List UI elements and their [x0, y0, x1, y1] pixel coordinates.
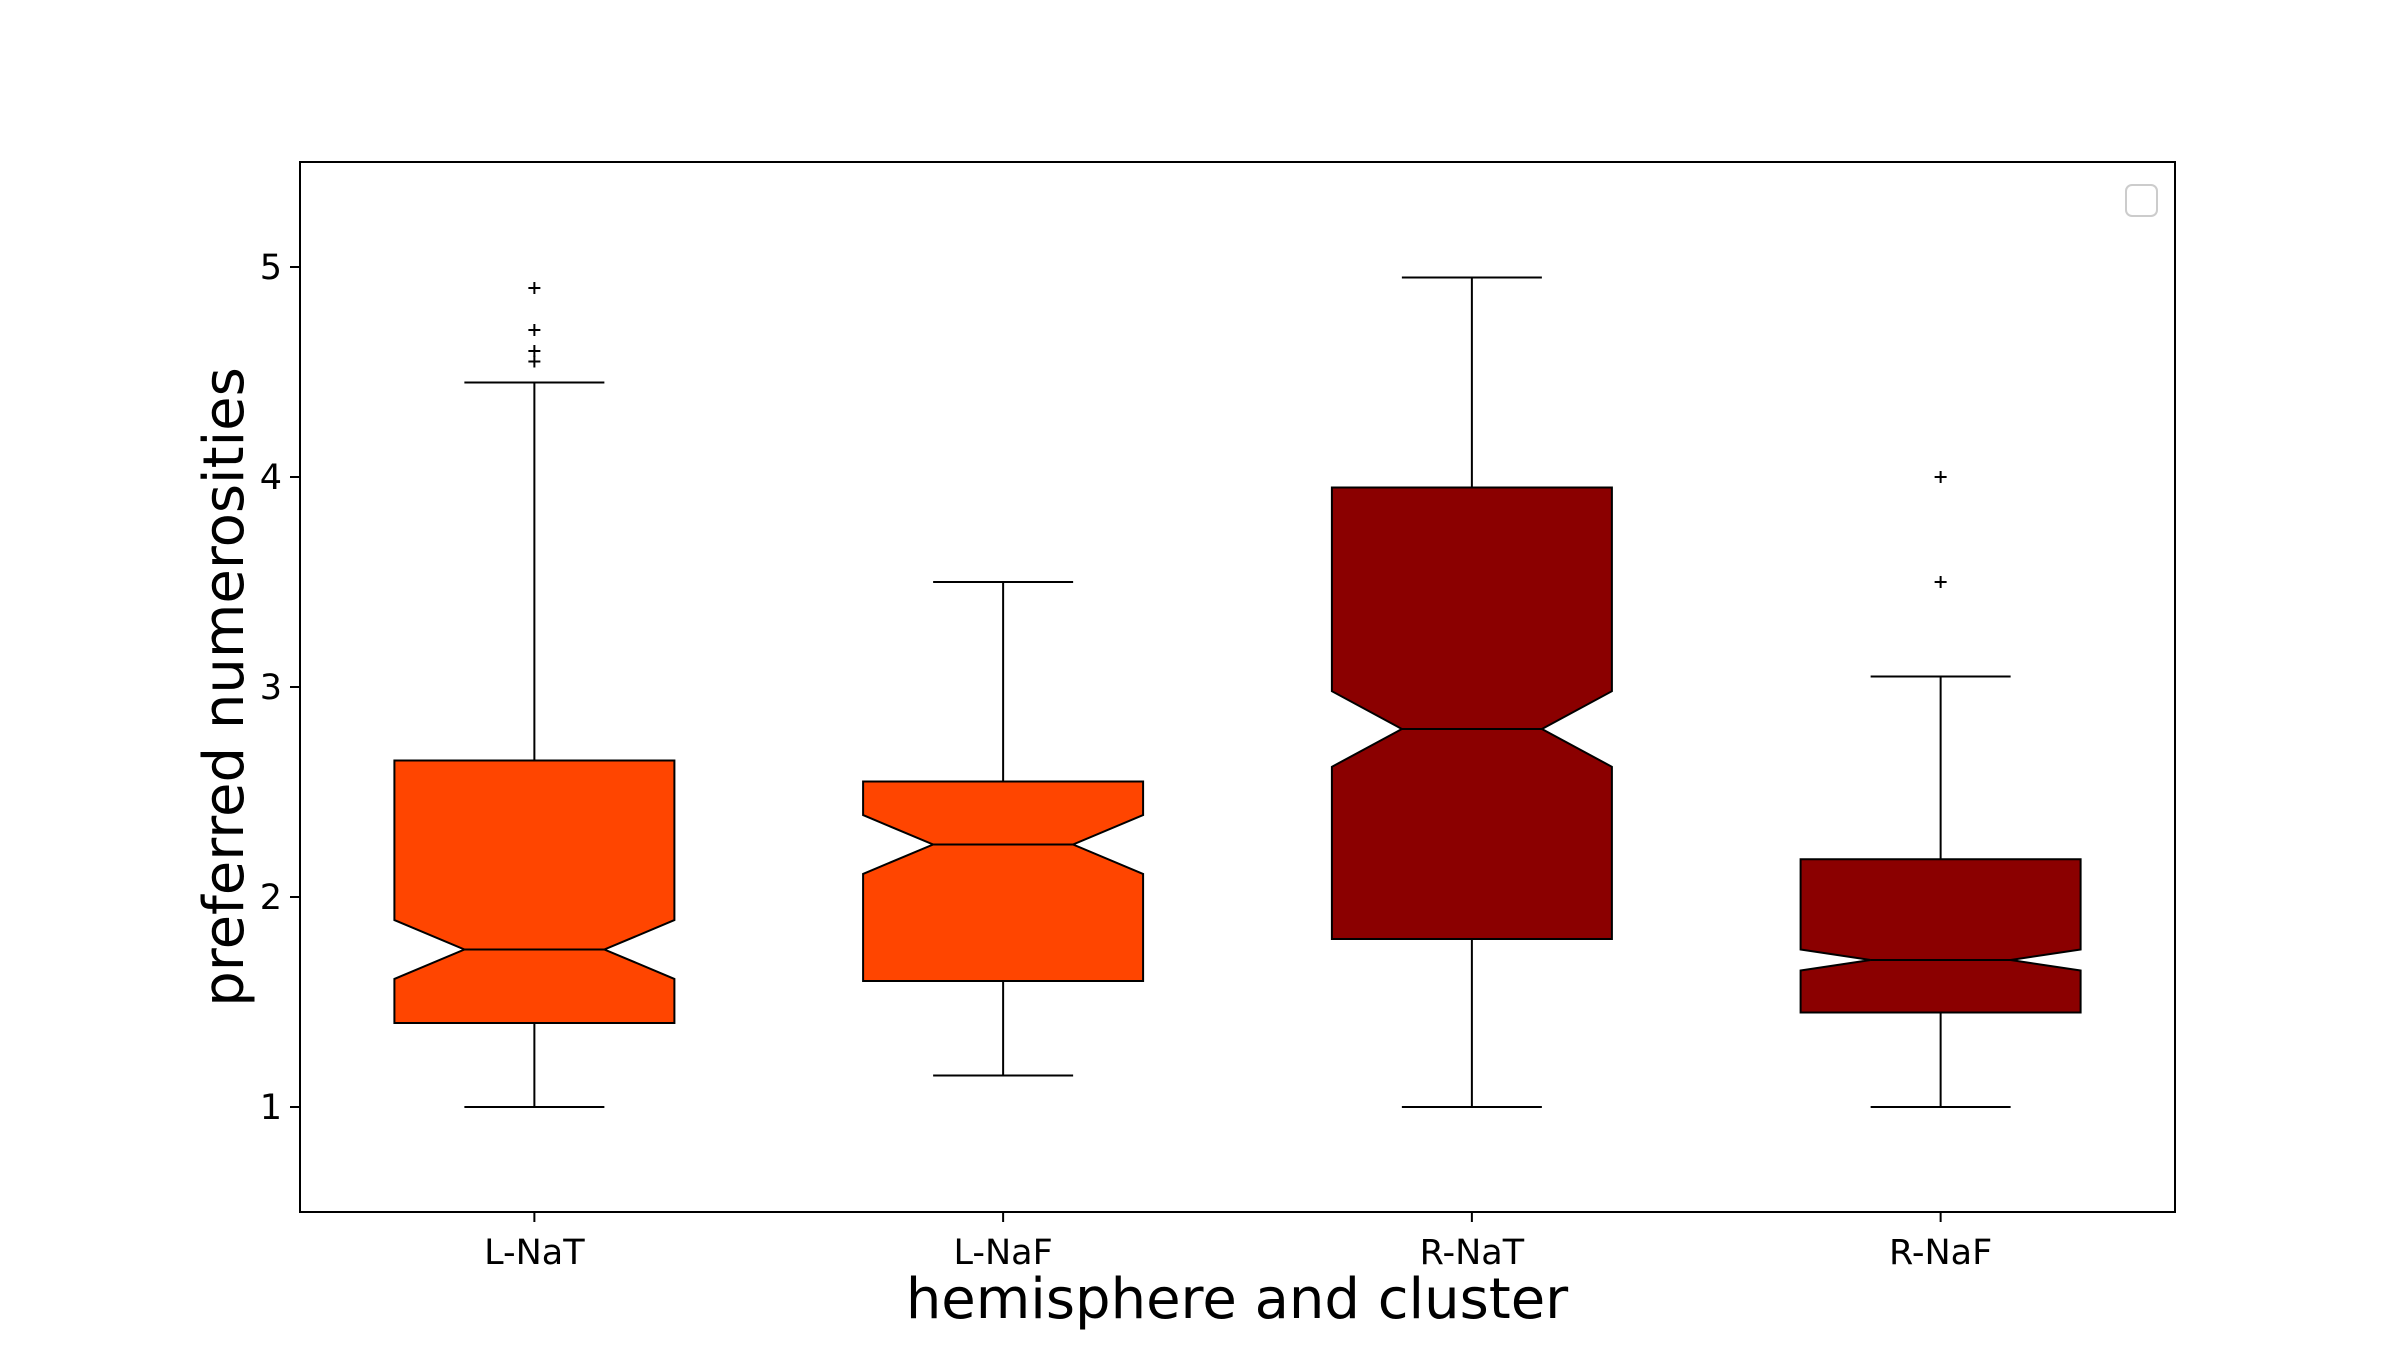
outlier-l-nat-2: [528, 324, 541, 336]
x-tick-label-l-naf: L-NaF: [953, 1233, 1052, 1273]
box-r-nat: [1330, 486, 1613, 940]
y-tick-label-4: 4: [260, 458, 282, 498]
ticks-layer: L-NaT L-NaF R-NaT R-NaF 1 2 3 4 5: [260, 248, 1993, 1273]
outlier-l-nat-1: [528, 345, 541, 357]
box-group-r-naf: [1799, 471, 2082, 1108]
box-group-l-nat: [393, 282, 676, 1108]
box-l-naf: [862, 780, 1145, 982]
outlier-r-naf-1: [1934, 471, 1947, 483]
x-tick-label-l-nat: L-NaT: [484, 1233, 585, 1273]
marks-layer: [393, 276, 2082, 1108]
box-l-nat: [393, 759, 676, 1024]
outlier-l-nat-3: [528, 282, 541, 294]
y-tick-label-3: 3: [260, 668, 282, 708]
x-tick-label-r-nat: R-NaT: [1420, 1233, 1525, 1273]
box-group-r-nat: [1330, 276, 1613, 1108]
outlier-r-naf-0: [1934, 576, 1947, 588]
legend-box: [2125, 184, 2158, 217]
box-r-naf: [1799, 858, 2082, 1014]
outlier-l-nat-0: [528, 355, 541, 368]
box-group-l-naf: [862, 581, 1145, 1077]
x-axis-label: hemisphere and cluster: [906, 1267, 1569, 1332]
x-tick-label-r-naf: R-NaF: [1889, 1233, 1992, 1273]
y-axis-label: preferred numerosities: [192, 367, 257, 1007]
y-tick-label-1: 1: [260, 1088, 282, 1128]
y-tick-label-5: 5: [260, 248, 282, 288]
y-tick-label-2: 2: [260, 878, 282, 918]
